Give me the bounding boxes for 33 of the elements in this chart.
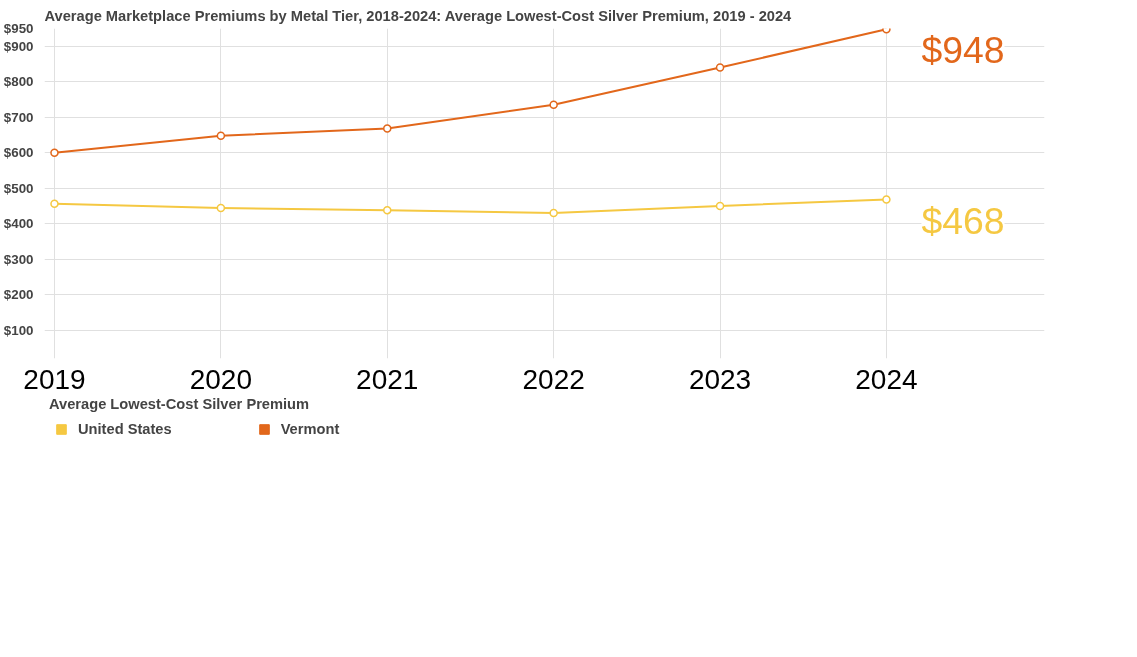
legend-title: Average Lowest-Cost Silver Premium [49,396,311,412]
point [549,208,558,218]
x-tick-label: 2021 [356,363,419,395]
legend-label: Vermont [280,421,340,437]
y-tick-label: $700 [3,109,34,125]
point [549,100,558,110]
x-tick-label: 2019 [23,363,86,395]
point [216,203,226,213]
point [715,201,725,211]
y-tick-label: $100 [3,322,34,338]
x-tick-label: 2023 [688,363,752,395]
y-tick-label: $600 [3,145,34,161]
point [882,195,891,204]
y-tick-label: $300 [3,251,34,267]
point [216,131,226,140]
y-tick-label: $500 [3,180,34,196]
y-tick-label: $400 [3,216,34,232]
annotation: $468 [921,199,1005,242]
point [50,199,59,209]
x-tick-label: 2024 [855,363,918,395]
y-tick-label: $950 [3,21,34,36]
y-tick-label: $200 [3,287,34,303]
x-tick-label: 2022 [522,363,585,395]
annotation: $948 [921,29,1005,72]
x-tick-label: 2020 [189,363,253,395]
chart-title: Average Marketplace Premiums by Metal Tier, 2018-2024: Average Lowest-Cost Silver Premium, 2019 - 2024 [44,7,793,24]
point [50,148,59,157]
point [715,63,725,72]
point [383,124,392,133]
y-tick-label: $900 [3,38,34,54]
legend-label: United States [78,421,172,437]
y-tick-label: $800 [3,74,34,90]
point [383,205,392,215]
